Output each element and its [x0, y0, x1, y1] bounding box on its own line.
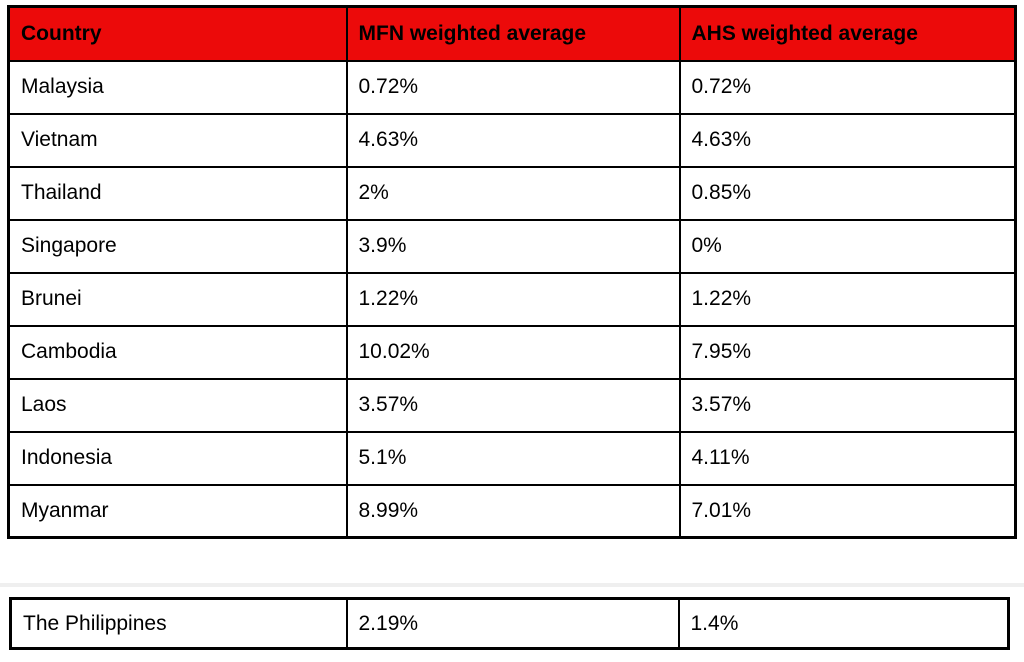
mfn-cell: 2% [345, 165, 681, 221]
table-row: The Philippines 2.19% 1.4% [9, 597, 1010, 650]
mfn-cell: 8.99% [345, 483, 681, 539]
ahs-cell: 7.01% [678, 483, 1017, 539]
country-cell: The Philippines [9, 597, 348, 650]
country-cell: Cambodia [7, 324, 348, 380]
mfn-cell: 4.63% [345, 112, 681, 168]
philippines-table: The Philippines 2.19% 1.4% [9, 597, 1010, 650]
tariff-table: Country MFN weighted average AHS weighte… [7, 5, 1017, 539]
country-cell: Indonesia [7, 430, 348, 486]
mfn-cell: 10.02% [345, 324, 681, 380]
table-row: Myanmar 8.99% 7.01% [7, 483, 1017, 539]
country-cell: Thailand [7, 165, 348, 221]
mfn-cell: 2.19% [345, 597, 680, 650]
ahs-cell: 4.11% [678, 430, 1017, 486]
header-row: Country MFN weighted average AHS weighte… [7, 5, 1017, 62]
table-row: Vietnam 4.63% 4.63% [7, 112, 1017, 168]
column-header-ahs: AHS weighted average [678, 5, 1017, 62]
ahs-cell: 1.22% [678, 271, 1017, 327]
country-cell: Laos [7, 377, 348, 433]
table-row: Cambodia 10.02% 7.95% [7, 324, 1017, 380]
ahs-cell: 3.57% [678, 377, 1017, 433]
mfn-cell: 5.1% [345, 430, 681, 486]
table-row: Brunei 1.22% 1.22% [7, 271, 1017, 327]
table-row: Laos 3.57% 3.57% [7, 377, 1017, 433]
mfn-cell: 0.72% [345, 59, 681, 115]
country-cell: Myanmar [7, 483, 348, 539]
ahs-cell: 0.72% [678, 59, 1017, 115]
country-cell: Malaysia [7, 59, 348, 115]
table-row: Thailand 2% 0.85% [7, 165, 1017, 221]
ahs-cell: 1.4% [677, 597, 1010, 650]
column-header-country: Country [7, 5, 348, 62]
country-cell: Vietnam [7, 112, 348, 168]
ahs-cell: 0% [678, 218, 1017, 274]
ahs-cell: 7.95% [678, 324, 1017, 380]
section-divider [0, 583, 1024, 587]
column-header-mfn: MFN weighted average [345, 5, 681, 62]
mfn-cell: 3.57% [345, 377, 681, 433]
country-cell: Brunei [7, 271, 348, 327]
table-row: Malaysia 0.72% 0.72% [7, 59, 1017, 115]
country-cell: Singapore [7, 218, 348, 274]
table-row: Indonesia 5.1% 4.11% [7, 430, 1017, 486]
table-row: Singapore 3.9% 0% [7, 218, 1017, 274]
ahs-cell: 0.85% [678, 165, 1017, 221]
ahs-cell: 4.63% [678, 112, 1017, 168]
mfn-cell: 1.22% [345, 271, 681, 327]
mfn-cell: 3.9% [345, 218, 681, 274]
